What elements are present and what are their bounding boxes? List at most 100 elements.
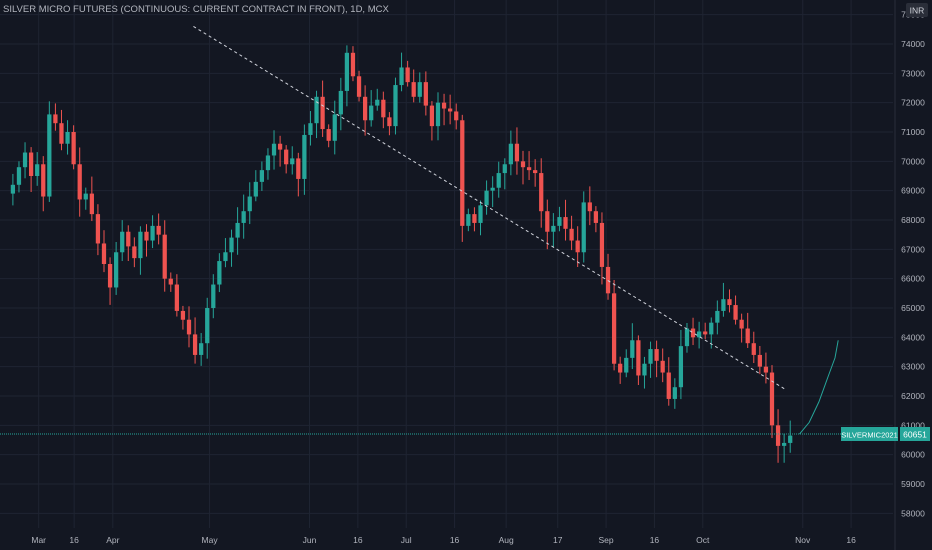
candle-body bbox=[302, 134, 307, 179]
candle bbox=[114, 241, 119, 295]
candle-body bbox=[502, 164, 507, 174]
candle bbox=[71, 125, 76, 170]
symbol-tag-label: SILVERMIC2021 bbox=[841, 431, 898, 440]
candle-body bbox=[344, 52, 350, 91]
candle-body bbox=[271, 143, 277, 156]
candle-body bbox=[545, 211, 550, 232]
candle-body bbox=[448, 108, 453, 112]
candle bbox=[775, 409, 781, 463]
candle bbox=[678, 329, 684, 400]
candle-body bbox=[28, 152, 34, 176]
price-axis[interactable]: 7500074000730007200071000700006900068000… bbox=[901, 10, 925, 519]
candle bbox=[144, 224, 149, 257]
candle-body bbox=[223, 252, 228, 262]
candle-body bbox=[478, 205, 483, 223]
candle-body bbox=[95, 214, 101, 244]
candle-body bbox=[618, 363, 623, 373]
candle-body bbox=[192, 334, 198, 355]
candle-body bbox=[387, 117, 392, 127]
candle bbox=[338, 77, 343, 131]
time-tick-label: Aug bbox=[499, 535, 514, 545]
projection-path[interactable] bbox=[799, 340, 839, 435]
candle-body bbox=[654, 349, 659, 361]
candle bbox=[429, 101, 435, 141]
time-tick-label: Jul bbox=[401, 535, 412, 545]
candle-body bbox=[520, 161, 526, 168]
candle bbox=[508, 130, 513, 176]
candle-body bbox=[284, 149, 289, 165]
candle bbox=[666, 357, 671, 406]
candle-body bbox=[314, 96, 319, 124]
candle-body bbox=[405, 67, 410, 83]
candle bbox=[575, 226, 580, 267]
candle bbox=[369, 90, 374, 127]
candle bbox=[642, 356, 647, 389]
candle-body bbox=[308, 123, 313, 135]
candle bbox=[520, 150, 526, 185]
candle-body bbox=[484, 190, 489, 206]
currency-badge[interactable] bbox=[906, 3, 928, 17]
price-tick-label: 66000 bbox=[901, 274, 925, 284]
trendline[interactable] bbox=[193, 25, 787, 391]
candle bbox=[563, 199, 568, 241]
candle-body bbox=[174, 284, 179, 311]
candle bbox=[247, 182, 252, 225]
candle bbox=[217, 253, 222, 293]
candle bbox=[715, 300, 720, 335]
price-tick-label: 69000 bbox=[901, 186, 925, 196]
candle-body bbox=[733, 305, 738, 320]
last-price-marker: SILVERMIC2021 60651 bbox=[841, 427, 930, 441]
candle bbox=[624, 349, 629, 378]
candle bbox=[539, 158, 544, 228]
candle bbox=[654, 340, 659, 378]
candle-body bbox=[745, 328, 750, 344]
time-axis[interactable]: Mar 16 Apr May Jun 16 Jul 16 Aug 17 Sep 16 Oct Nov 16 bbox=[31, 535, 856, 545]
price-tick-label: 58000 bbox=[901, 508, 925, 518]
time-tick-label: 16 bbox=[450, 535, 460, 545]
candle bbox=[192, 317, 198, 364]
candle-body bbox=[162, 234, 167, 279]
candle bbox=[199, 333, 204, 366]
candle bbox=[739, 313, 744, 343]
candle bbox=[174, 274, 179, 317]
candle bbox=[405, 60, 410, 87]
candle bbox=[296, 152, 301, 197]
candle-body bbox=[35, 164, 40, 176]
candle bbox=[478, 200, 483, 236]
candle bbox=[132, 237, 137, 268]
candle bbox=[156, 213, 161, 245]
candle bbox=[259, 161, 265, 191]
candle-body bbox=[65, 132, 70, 144]
candle bbox=[126, 225, 131, 262]
price-tick-label: 73000 bbox=[901, 68, 925, 78]
candle-body bbox=[696, 331, 702, 338]
candle-body bbox=[472, 214, 477, 223]
candle-body bbox=[290, 158, 295, 165]
candle bbox=[350, 46, 356, 82]
candle-body bbox=[526, 167, 532, 171]
candle-body bbox=[150, 225, 155, 241]
currency-label: INR bbox=[910, 6, 925, 16]
candle bbox=[277, 135, 283, 167]
candle-body bbox=[399, 67, 404, 86]
candle bbox=[545, 199, 550, 250]
candle bbox=[636, 335, 641, 386]
candle bbox=[745, 312, 750, 348]
time-tick-label: 16 bbox=[650, 535, 660, 545]
last-price-tag bbox=[900, 427, 930, 441]
candle bbox=[28, 147, 34, 193]
candle bbox=[630, 323, 635, 370]
candle-body bbox=[71, 132, 76, 165]
candle bbox=[472, 207, 477, 232]
candle bbox=[611, 279, 617, 371]
candle bbox=[253, 170, 258, 202]
candle-body bbox=[727, 299, 732, 306]
candle-body bbox=[205, 308, 210, 344]
candle-body bbox=[47, 114, 52, 197]
time-tick-label: 16 bbox=[69, 535, 79, 545]
candle bbox=[514, 127, 520, 175]
candle-body bbox=[599, 222, 605, 267]
candle-body bbox=[636, 340, 641, 376]
candle-body bbox=[660, 360, 665, 373]
